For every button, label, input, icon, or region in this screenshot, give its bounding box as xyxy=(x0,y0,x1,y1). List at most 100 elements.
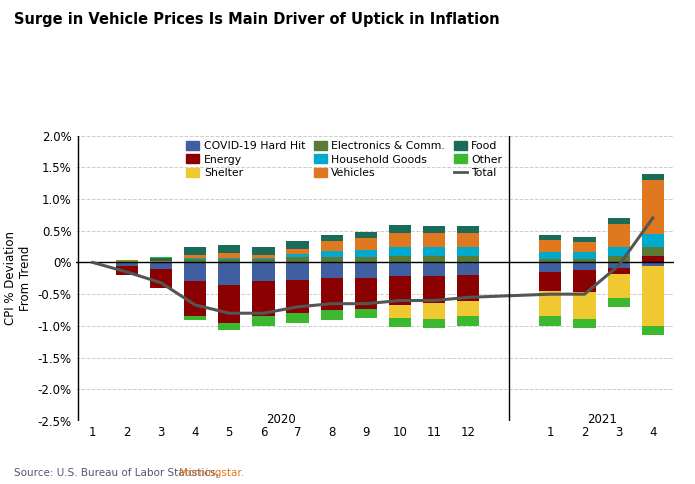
Bar xyxy=(573,292,596,319)
Bar xyxy=(423,256,445,262)
Bar xyxy=(320,257,343,262)
Bar xyxy=(320,251,343,257)
Text: Surge in Vehicle Prices Is Main Driver of Uptick in Inflation: Surge in Vehicle Prices Is Main Driver o… xyxy=(14,12,500,27)
Text: 2021: 2021 xyxy=(587,413,616,426)
Bar xyxy=(573,262,596,270)
Bar xyxy=(457,233,480,246)
Bar xyxy=(641,262,664,266)
Bar xyxy=(355,232,377,238)
Bar xyxy=(218,245,240,253)
Bar xyxy=(184,259,206,262)
Bar xyxy=(641,180,664,234)
Bar xyxy=(539,240,562,252)
Text: 2020: 2020 xyxy=(265,413,295,426)
Bar xyxy=(252,317,275,326)
Bar xyxy=(218,259,240,262)
Bar xyxy=(423,226,445,233)
Bar xyxy=(423,319,445,329)
Bar xyxy=(355,250,377,257)
Bar xyxy=(607,262,630,268)
Bar xyxy=(150,269,172,288)
Bar xyxy=(252,255,275,258)
Text: Source: U.S. Bureau of Labor Statistics,: Source: U.S. Bureau of Labor Statistics, xyxy=(14,468,222,478)
Bar xyxy=(116,266,138,275)
Bar xyxy=(641,256,664,262)
Bar xyxy=(641,326,664,335)
Bar xyxy=(184,262,206,282)
Bar xyxy=(457,275,480,301)
Bar xyxy=(457,256,480,262)
Bar xyxy=(286,262,309,280)
Bar xyxy=(116,262,138,266)
Bar xyxy=(539,291,562,317)
Bar xyxy=(184,282,206,317)
Bar xyxy=(218,258,240,259)
Bar xyxy=(286,313,309,323)
Bar xyxy=(286,280,309,313)
Bar xyxy=(252,262,275,282)
Legend: COVID-19 Hard Hit, Energy, Shelter, Electronics & Comm., Household Goods, Vehicl: COVID-19 Hard Hit, Energy, Shelter, Elec… xyxy=(186,141,502,178)
Bar xyxy=(539,317,562,326)
Bar xyxy=(457,317,480,326)
Bar xyxy=(641,246,664,256)
Bar xyxy=(320,235,343,242)
Text: Morningstar.: Morningstar. xyxy=(179,468,245,478)
Bar xyxy=(573,242,596,252)
Bar xyxy=(607,218,630,225)
Bar xyxy=(355,309,377,318)
Bar xyxy=(423,233,445,246)
Bar xyxy=(116,261,138,262)
Bar xyxy=(641,266,664,326)
Bar xyxy=(389,246,411,256)
Bar xyxy=(573,259,596,262)
Bar xyxy=(457,246,480,256)
Bar xyxy=(607,274,630,298)
Bar xyxy=(457,301,480,317)
Bar xyxy=(389,262,411,276)
Bar xyxy=(116,260,138,261)
Bar xyxy=(389,256,411,262)
Bar xyxy=(573,237,596,242)
Bar xyxy=(423,303,445,319)
Bar xyxy=(184,258,206,259)
Bar xyxy=(150,258,172,261)
Bar xyxy=(539,262,562,272)
Bar xyxy=(252,282,275,317)
Bar xyxy=(150,261,172,262)
Bar xyxy=(423,262,445,276)
Bar xyxy=(184,317,206,319)
Bar xyxy=(389,318,411,327)
Bar xyxy=(641,234,664,246)
Bar xyxy=(218,323,240,331)
Bar xyxy=(286,249,309,254)
Y-axis label: CPI % Deviation
From Trend: CPI % Deviation From Trend xyxy=(4,231,32,325)
Bar xyxy=(218,262,240,285)
Bar xyxy=(286,257,309,262)
Bar xyxy=(389,305,411,318)
Bar xyxy=(389,233,411,246)
Bar xyxy=(607,246,630,256)
Bar xyxy=(252,259,275,262)
Bar xyxy=(320,278,343,310)
Bar xyxy=(573,270,596,292)
Bar xyxy=(320,242,343,251)
Bar xyxy=(423,276,445,303)
Bar xyxy=(573,319,596,329)
Bar xyxy=(355,257,377,262)
Bar xyxy=(607,268,630,274)
Bar xyxy=(286,242,309,249)
Bar xyxy=(539,235,562,240)
Bar xyxy=(286,254,309,257)
Bar xyxy=(150,257,172,258)
Bar xyxy=(184,255,206,258)
Bar xyxy=(355,238,377,250)
Bar xyxy=(320,310,343,319)
Bar xyxy=(423,246,445,256)
Bar xyxy=(641,174,664,180)
Bar xyxy=(252,258,275,259)
Bar xyxy=(184,247,206,255)
Bar xyxy=(457,262,480,275)
Bar xyxy=(320,262,343,278)
Bar xyxy=(355,262,377,278)
Bar xyxy=(539,252,562,259)
